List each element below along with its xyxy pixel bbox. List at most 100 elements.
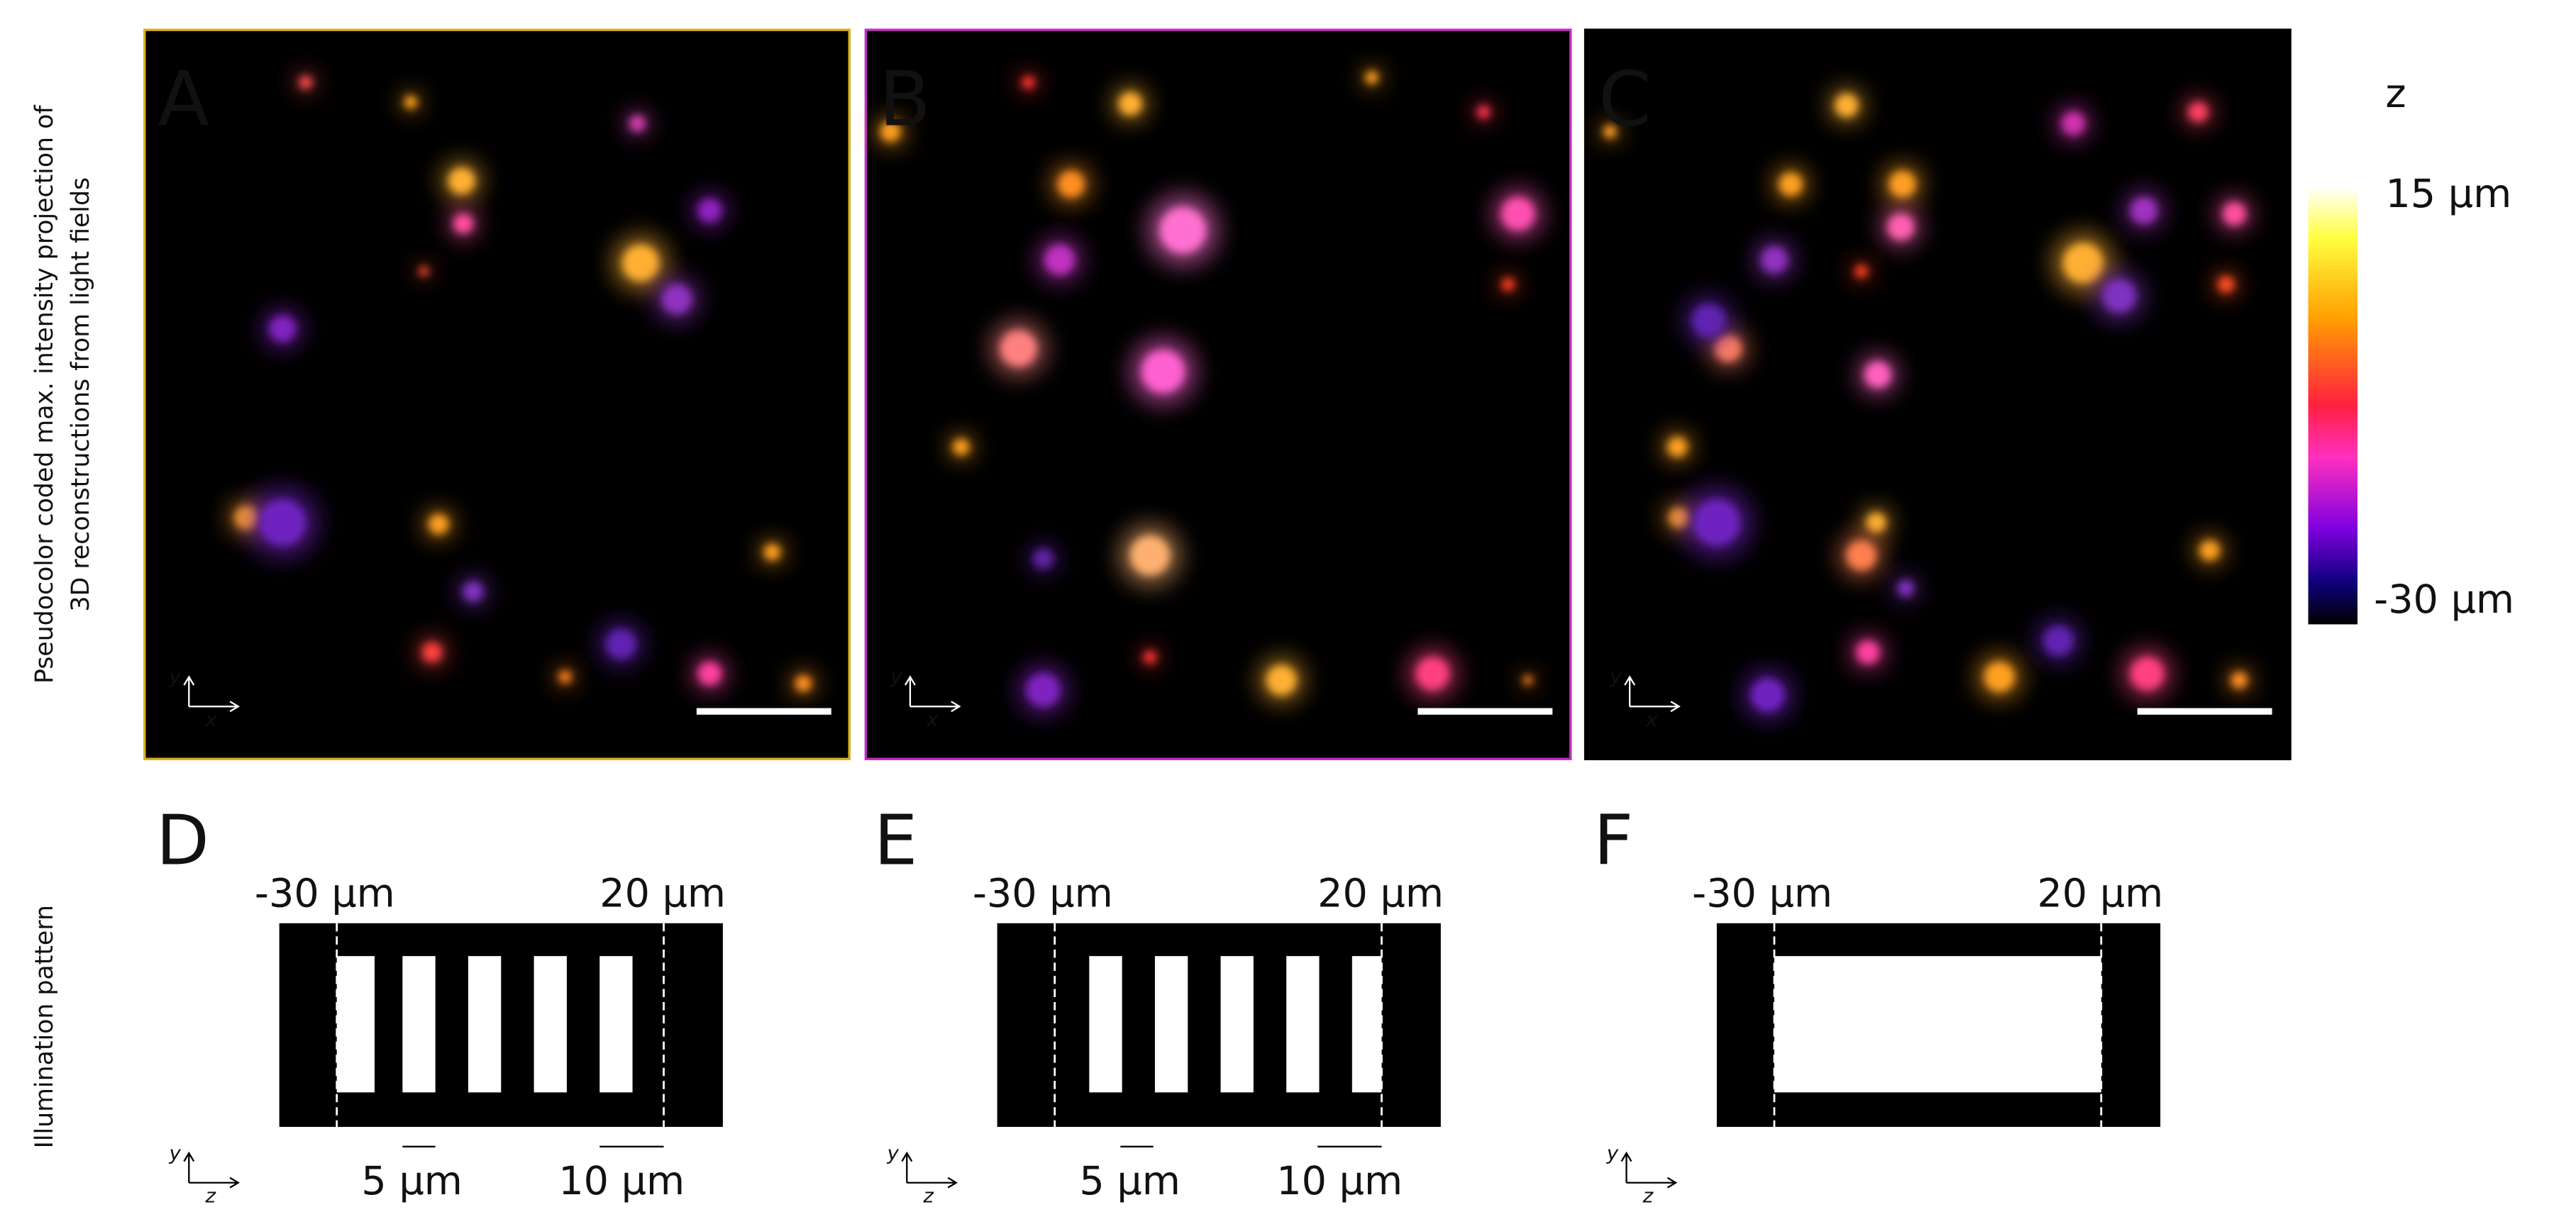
- blob: [606, 629, 636, 660]
- blob: [1603, 125, 1617, 138]
- panel-label: A: [157, 55, 209, 143]
- blob: [2062, 111, 2085, 135]
- axis-label: z: [922, 1184, 934, 1208]
- row-label-line: Pseudocolor coded max. intensity project…: [31, 105, 59, 684]
- blob: [1761, 246, 1788, 273]
- blob: [1779, 172, 1803, 196]
- colorbar-max: 15 µm: [2385, 171, 2511, 217]
- axis-label: y: [1606, 1141, 1619, 1164]
- blob: [1856, 640, 1880, 664]
- blob: [698, 199, 722, 223]
- blob: [1889, 171, 1916, 198]
- blob: [1854, 265, 1868, 278]
- axis-label: y: [886, 1141, 899, 1164]
- blob: [259, 499, 306, 546]
- range-label: 20 µm: [1317, 871, 1444, 917]
- blob: [763, 543, 780, 561]
- blob: [448, 167, 475, 194]
- blob: [1058, 171, 1085, 198]
- scale-label: 10 µm: [558, 1158, 685, 1204]
- scale-label: 5 µm: [361, 1158, 462, 1204]
- blob: [1044, 245, 1075, 275]
- blob: [429, 514, 449, 535]
- blob: [1022, 75, 1035, 89]
- row-label-line: 3D reconstructions from light fields: [67, 177, 95, 612]
- blob: [1416, 657, 1449, 691]
- axis-label: z: [204, 1184, 216, 1208]
- blob: [558, 670, 572, 684]
- blob: [1501, 197, 1535, 230]
- image-panel: [143, 28, 851, 761]
- axis-label: x: [204, 708, 217, 731]
- scale-label: 5 µm: [1079, 1158, 1181, 1204]
- blob: [2199, 540, 2220, 561]
- colorbar-min: -30 µm: [2374, 577, 2514, 623]
- blob: [463, 582, 483, 601]
- blob: [1897, 579, 1914, 597]
- blob: [1984, 662, 2015, 692]
- axis-arrow: [1624, 675, 1681, 713]
- blob: [1027, 673, 1060, 707]
- stripe: [534, 956, 567, 1093]
- colorbar-title: z: [2385, 71, 2406, 117]
- stripe: [1286, 956, 1320, 1093]
- blob: [2130, 197, 2157, 224]
- blob: [698, 662, 722, 686]
- range-label: 20 µm: [599, 871, 726, 917]
- blob: [622, 245, 659, 282]
- blob: [1835, 94, 1859, 117]
- image-panel: [1583, 28, 2292, 761]
- axis-label: y: [169, 665, 182, 689]
- panel-label: D: [156, 800, 209, 880]
- blob: [419, 266, 429, 277]
- colorbar: [2308, 186, 2358, 625]
- blob: [953, 438, 970, 455]
- axis-label: y: [890, 665, 902, 689]
- blob: [1118, 92, 1142, 116]
- blob: [1751, 678, 1784, 712]
- blob: [880, 121, 900, 142]
- stripe: [468, 956, 502, 1093]
- scale-label: 10 µm: [1276, 1158, 1403, 1204]
- axis-arrow: [183, 675, 241, 713]
- blob: [1692, 304, 1725, 338]
- panel-label: B: [879, 55, 931, 143]
- blob: [1033, 548, 1054, 569]
- axis-label: y: [169, 1141, 182, 1164]
- axis-label: x: [926, 708, 939, 731]
- row-label-top: Pseudocolor coded max. intensity project…: [31, 105, 95, 684]
- panel-label: C: [1598, 55, 1651, 143]
- panel-label: E: [874, 800, 917, 880]
- stripe: [599, 956, 633, 1093]
- blob: [1522, 675, 1533, 686]
- axis-arrow: [1620, 1151, 1678, 1189]
- blob: [662, 284, 692, 314]
- blob: [1866, 512, 1886, 533]
- range-label: -30 µm: [255, 871, 395, 917]
- blob: [269, 316, 296, 343]
- axis-arrow: [904, 675, 961, 713]
- blob: [1476, 105, 1491, 119]
- blobs: [1599, 87, 2253, 722]
- blob: [299, 75, 312, 89]
- axis-arrow: [901, 1151, 958, 1189]
- blob: [1143, 650, 1157, 664]
- blob: [1693, 499, 1740, 546]
- blobs: [228, 72, 817, 697]
- blob: [1159, 207, 1206, 254]
- stripe: [1351, 956, 1382, 1093]
- axis-label: x: [1645, 708, 1658, 731]
- blob: [1365, 71, 1378, 84]
- blob: [1501, 277, 1515, 291]
- axis-label: z: [1642, 1184, 1654, 1208]
- blob: [1130, 535, 1170, 575]
- stripe: [1220, 956, 1254, 1093]
- blob: [422, 642, 442, 662]
- blob: [2223, 202, 2246, 226]
- blob: [453, 213, 473, 234]
- blob: [1266, 665, 1297, 695]
- image-panel: [864, 28, 1572, 761]
- axis-label: y: [1609, 665, 1622, 689]
- stripe: [1089, 956, 1122, 1093]
